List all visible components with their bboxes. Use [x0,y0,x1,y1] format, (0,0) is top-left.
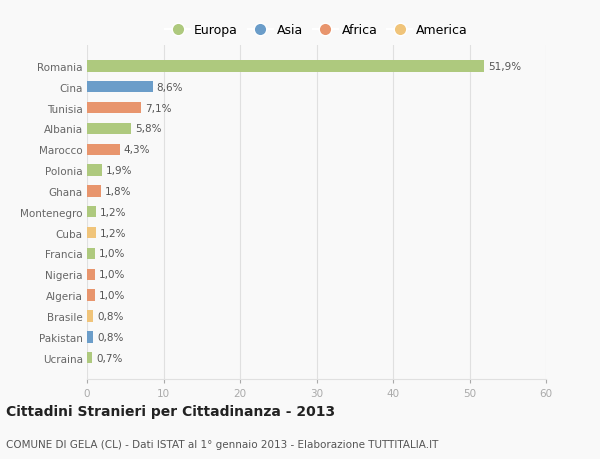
Text: 5,8%: 5,8% [135,124,161,134]
Text: 1,0%: 1,0% [98,270,125,280]
Text: 1,0%: 1,0% [98,249,125,259]
Bar [87,269,95,280]
Bar [87,207,96,218]
Bar [87,123,131,135]
Bar [87,165,101,176]
Text: 1,9%: 1,9% [106,166,132,176]
Bar [87,82,153,93]
Text: COMUNE DI GELA (CL) - Dati ISTAT al 1° gennaio 2013 - Elaborazione TUTTITALIA.IT: COMUNE DI GELA (CL) - Dati ISTAT al 1° g… [6,440,439,449]
Text: 4,3%: 4,3% [124,145,150,155]
Text: 0,8%: 0,8% [97,311,124,321]
Bar [87,103,142,114]
Text: 8,6%: 8,6% [157,83,183,93]
Bar [87,61,484,73]
Bar [87,186,101,197]
Text: 7,1%: 7,1% [145,103,172,113]
Bar [87,311,93,322]
Text: 51,9%: 51,9% [488,62,521,72]
Bar [87,331,93,343]
Text: 1,8%: 1,8% [104,186,131,196]
Text: 1,2%: 1,2% [100,207,127,217]
Legend: Europa, Asia, Africa, America: Europa, Asia, Africa, America [160,19,473,42]
Bar [87,144,120,156]
Bar [87,227,96,239]
Text: 1,2%: 1,2% [100,228,127,238]
Text: 0,8%: 0,8% [97,332,124,342]
Bar [87,290,95,301]
Text: 0,7%: 0,7% [96,353,122,363]
Bar [87,352,92,364]
Text: 1,0%: 1,0% [98,291,125,301]
Bar [87,248,95,260]
Text: Cittadini Stranieri per Cittadinanza - 2013: Cittadini Stranieri per Cittadinanza - 2… [6,404,335,419]
